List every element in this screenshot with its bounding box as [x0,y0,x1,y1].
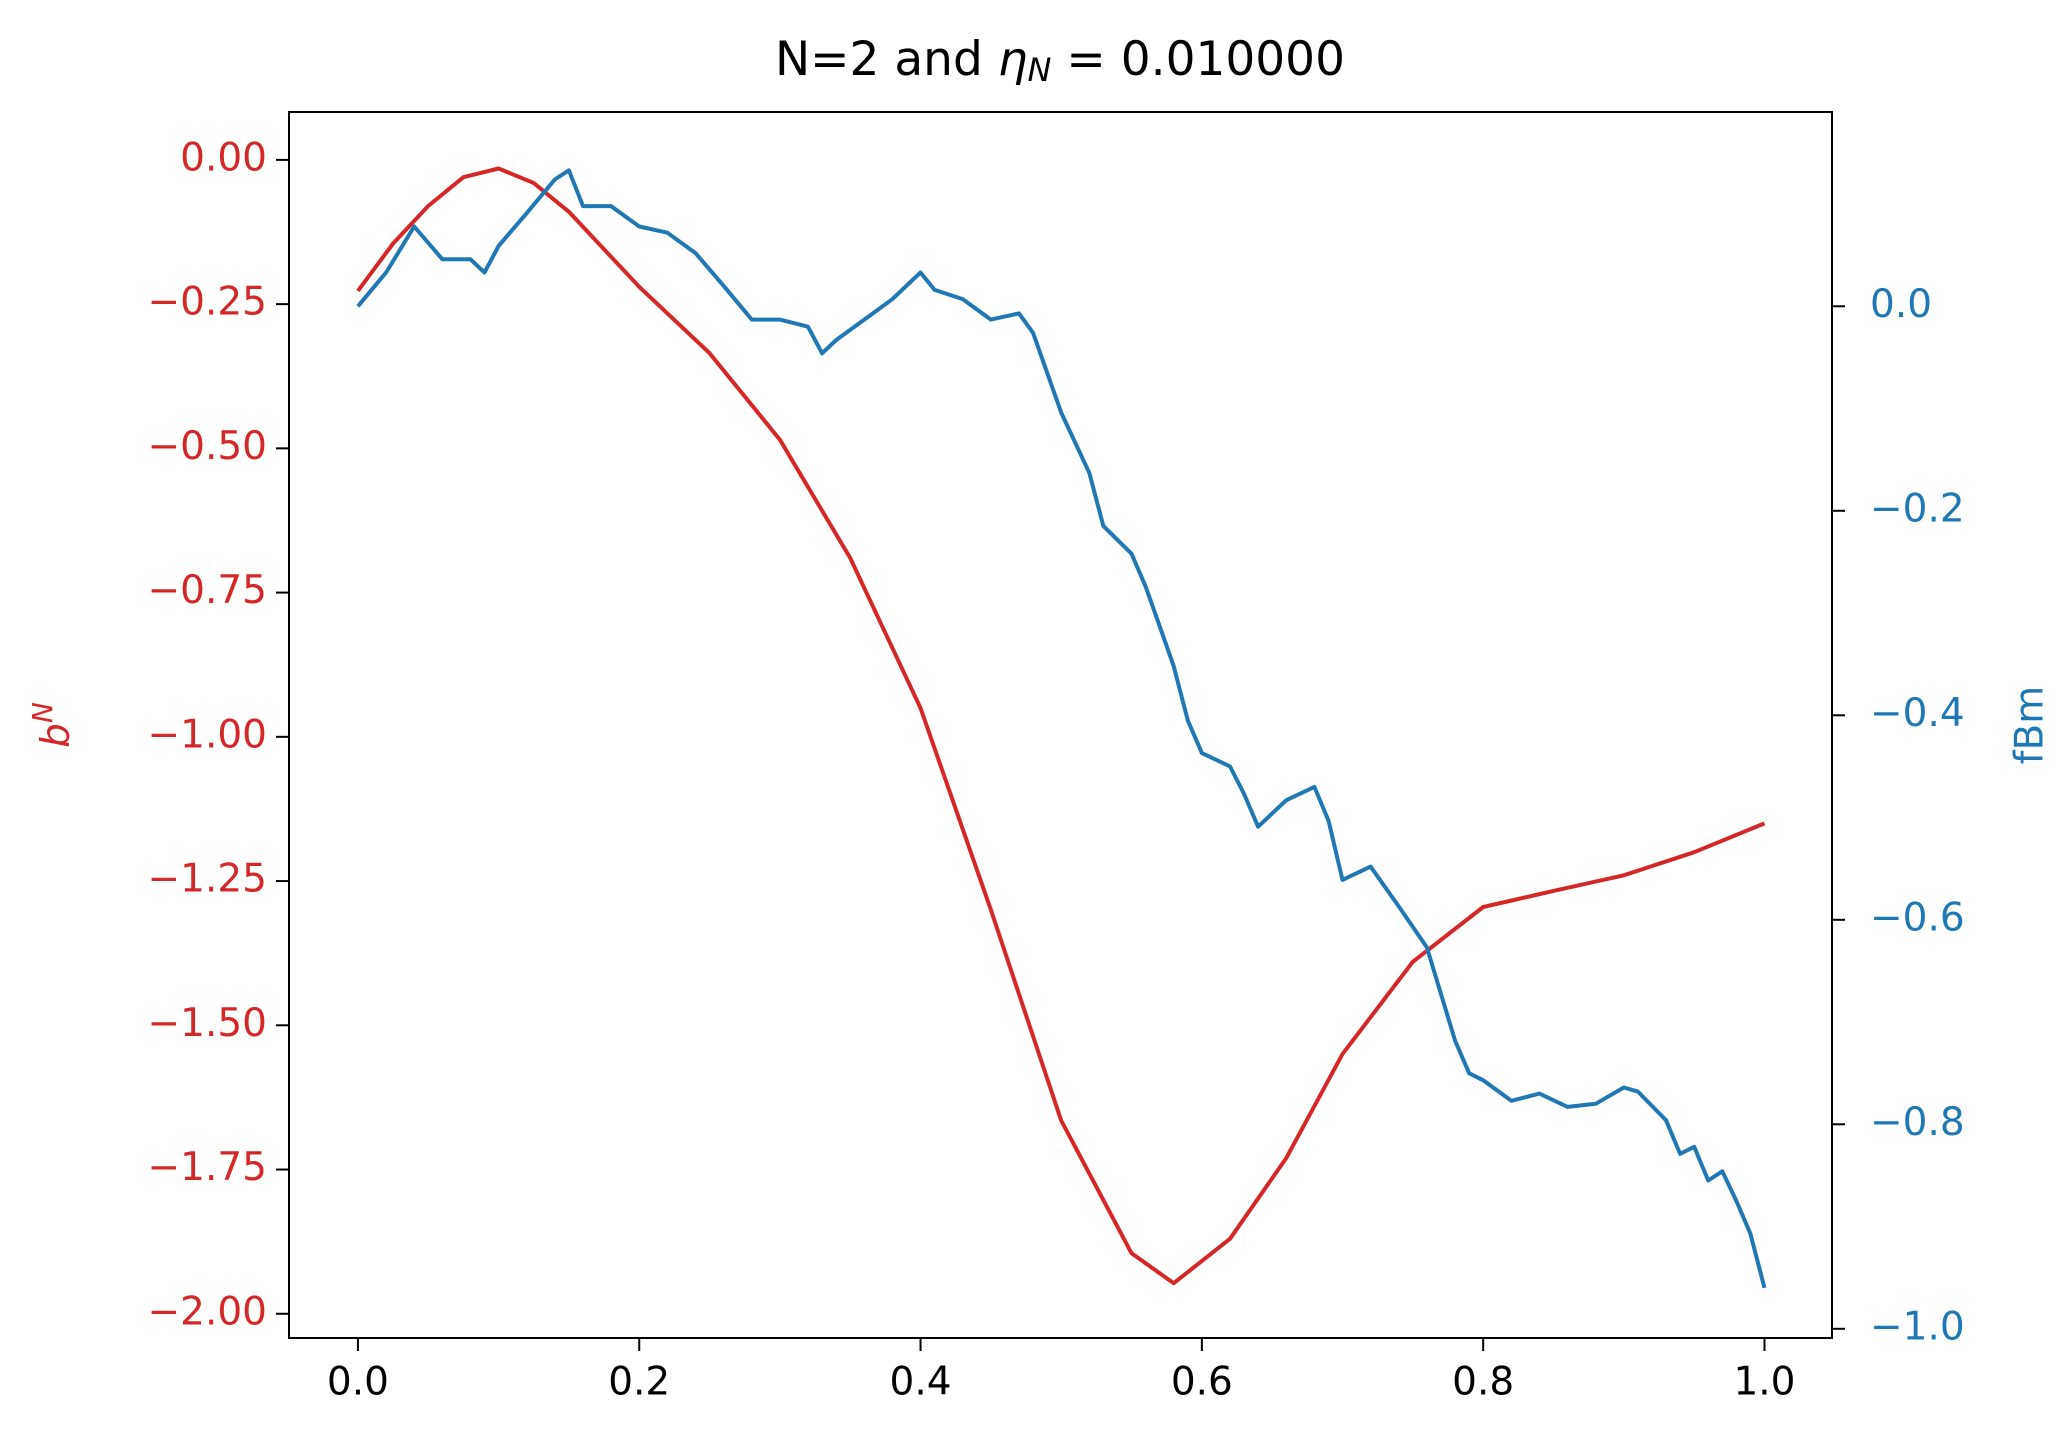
y2-tick-label: −0.6 [1870,895,1965,940]
y2-tick-label: −0.8 [1870,1100,1965,1145]
y2-tick-label: −1.0 [1870,1304,1965,1349]
y-tick-label: 0.00 [180,135,267,180]
y-tick-label: −1.50 [147,1001,267,1046]
x-tick-label: 0.4 [890,1360,952,1405]
plot-frame [288,111,1833,1339]
x-tick-label: 0.6 [1171,1360,1233,1405]
chart-title: N=2 and ηN = 0.010000 [775,32,1345,90]
y2-tick-label: 0.0 [1870,282,1932,327]
y-tick-label: −0.75 [147,568,267,613]
y-tick-label: −1.25 [147,857,267,902]
x-tick-label: 0.2 [608,1360,670,1405]
data-line [356,168,1767,1289]
y2-tick-label: −0.2 [1870,486,1965,531]
y-tick-label: −2.00 [147,1289,267,1334]
x-tick-label: 1.0 [1733,1360,1795,1405]
y-tick-label: −1.75 [147,1145,267,1190]
y2-axis-label: fBm [2008,686,2053,764]
x-tick-label: 0.8 [1452,1360,1514,1405]
y-tick-label: −0.25 [147,280,267,325]
x-tick-label: 0.0 [327,1360,389,1405]
y-axis-label: bN [26,702,79,748]
y-tick-label: −1.00 [147,712,267,757]
y-tick-label: −0.50 [147,424,267,469]
data-line [356,166,1766,1286]
y2-tick-label: −0.4 [1870,691,1965,736]
